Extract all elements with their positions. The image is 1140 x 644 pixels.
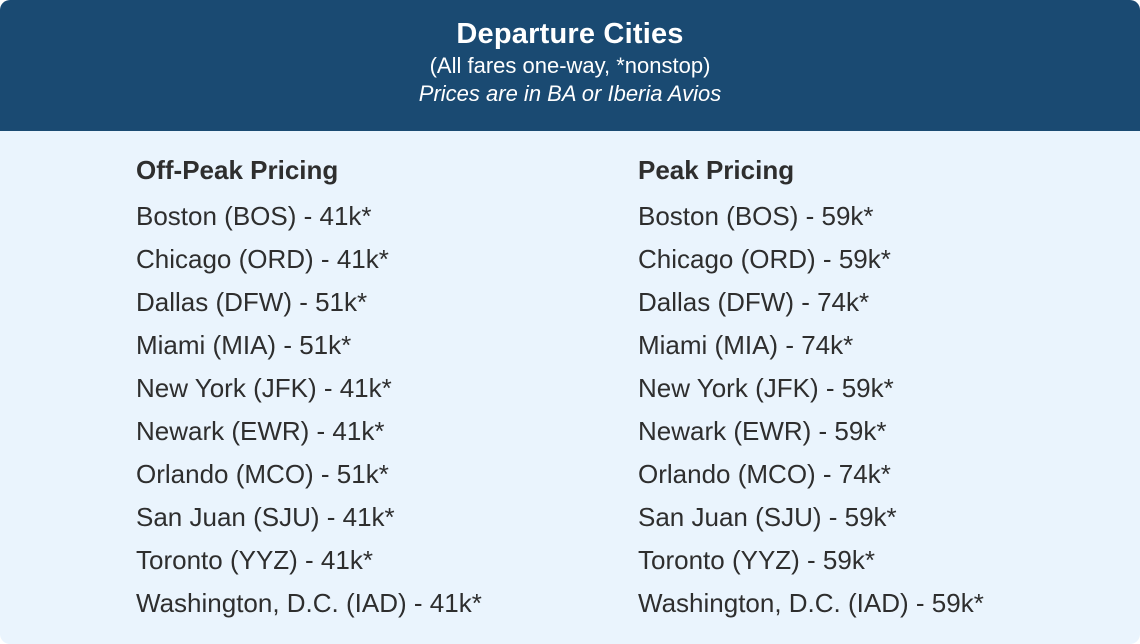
off-peak-row: San Juan (SJU) - 41k* bbox=[136, 502, 395, 532]
off-peak-row: Newark (EWR) - 41k* bbox=[136, 416, 385, 446]
card-note: Prices are in BA or Iberia Avios bbox=[418, 81, 722, 106]
peak-row: New York (JFK) - 59k* bbox=[638, 373, 894, 403]
peak-column: Peak Pricing Boston (BOS) - 59k* Chicago… bbox=[638, 152, 984, 625]
peak-row: Chicago (ORD) - 59k* bbox=[638, 244, 891, 274]
peak-row: Newark (EWR) - 59k* bbox=[638, 416, 887, 446]
peak-row: San Juan (SJU) - 59k* bbox=[638, 502, 897, 532]
peak-row: Toronto (YYZ) - 59k* bbox=[638, 545, 875, 575]
off-peak-column: Off-Peak Pricing Boston (BOS) - 41k* Chi… bbox=[136, 152, 482, 625]
off-peak-heading: Off-Peak Pricing bbox=[136, 155, 339, 185]
off-peak-row: Boston (BOS) - 41k* bbox=[136, 201, 372, 231]
peak-row: Miami (MIA) - 74k* bbox=[638, 330, 854, 360]
peak-row: Orlando (MCO) - 74k* bbox=[638, 459, 891, 489]
card-subtitle: (All fares one-way, *nonstop) bbox=[429, 53, 711, 78]
pricing-columns: Off-Peak Pricing Boston (BOS) - 41k* Chi… bbox=[0, 131, 1140, 644]
card-header: Departure Cities (All fares one-way, *no… bbox=[0, 0, 1140, 131]
off-peak-row: Chicago (ORD) - 41k* bbox=[136, 244, 389, 274]
peak-row: Dallas (DFW) - 74k* bbox=[638, 287, 870, 317]
peak-heading: Peak Pricing bbox=[638, 155, 795, 185]
off-peak-row: Dallas (DFW) - 51k* bbox=[136, 287, 368, 317]
off-peak-row: Toronto (YYZ) - 41k* bbox=[136, 545, 373, 575]
card-title: Departure Cities bbox=[456, 18, 684, 50]
off-peak-row: Miami (MIA) - 51k* bbox=[136, 330, 352, 360]
off-peak-row: New York (JFK) - 41k* bbox=[136, 373, 392, 403]
peak-row: Boston (BOS) - 59k* bbox=[638, 201, 874, 231]
off-peak-row: Orlando (MCO) - 51k* bbox=[136, 459, 389, 489]
off-peak-row: Washington, D.C. (IAD) - 41k* bbox=[136, 588, 482, 618]
peak-row: Washington, D.C. (IAD) - 59k* bbox=[638, 588, 984, 618]
